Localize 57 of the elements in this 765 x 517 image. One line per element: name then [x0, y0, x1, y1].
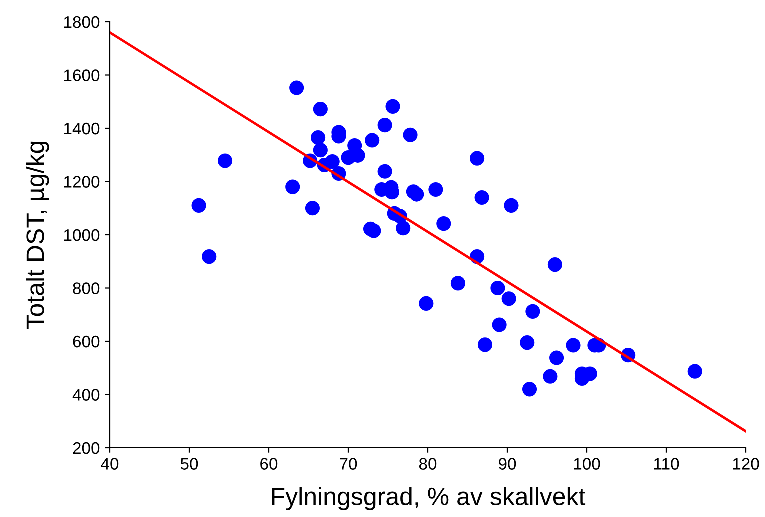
y-tick-label: 1600 — [64, 70, 100, 82]
y-tick-label: 200 — [73, 442, 100, 454]
x-tick-label: 70 — [340, 458, 358, 470]
point — [428, 182, 444, 198]
y-tick-label: 1200 — [64, 176, 100, 188]
y-tick-label: 1000 — [64, 229, 100, 242]
point — [550, 350, 564, 366]
y-tick-label: 800 — [73, 282, 100, 294]
point — [478, 338, 493, 352]
point — [504, 198, 519, 213]
point — [548, 258, 562, 272]
point — [202, 250, 217, 264]
point — [403, 128, 418, 142]
point — [522, 382, 538, 397]
point — [305, 201, 320, 216]
point — [311, 130, 326, 146]
point — [492, 318, 507, 332]
point — [396, 221, 411, 236]
point — [325, 154, 340, 170]
x-tick-label: 100 — [574, 458, 600, 470]
point — [313, 143, 328, 158]
point — [386, 99, 400, 114]
y-tick-label: 1800 — [64, 16, 100, 28]
point — [526, 304, 540, 319]
point — [378, 118, 392, 133]
point — [286, 180, 300, 194]
point — [436, 216, 452, 232]
point — [688, 364, 702, 379]
point — [450, 276, 466, 291]
x-tick-label: 40 — [101, 458, 119, 470]
point — [419, 296, 434, 311]
point — [313, 102, 328, 117]
point — [410, 187, 424, 202]
point — [218, 154, 233, 168]
x-tick-label: 110 — [654, 458, 680, 470]
point — [543, 369, 558, 384]
point — [366, 224, 382, 238]
y-tick-label: 400 — [72, 389, 100, 401]
x-tick-label: 50 — [180, 458, 198, 470]
point — [520, 336, 535, 350]
x-tick-label: 90 — [499, 458, 516, 470]
y-axis-title: Totalt DST, µg/kg — [26, 142, 50, 330]
point — [566, 338, 581, 353]
point — [474, 190, 490, 206]
x-tick-label: 60 — [260, 458, 278, 470]
point — [365, 133, 380, 148]
point — [490, 280, 506, 296]
y-tick-label: 1400 — [64, 122, 100, 135]
point — [470, 151, 485, 166]
point — [378, 164, 392, 179]
point — [290, 80, 304, 96]
point — [192, 198, 206, 213]
point — [502, 292, 516, 306]
x-tick-label: 80 — [419, 458, 437, 470]
x-tick-label: 120 — [733, 458, 760, 470]
y-tick-label: 600 — [73, 336, 100, 348]
x-axis-title: Fylningsgrad, % av skallvekt — [272, 487, 586, 510]
